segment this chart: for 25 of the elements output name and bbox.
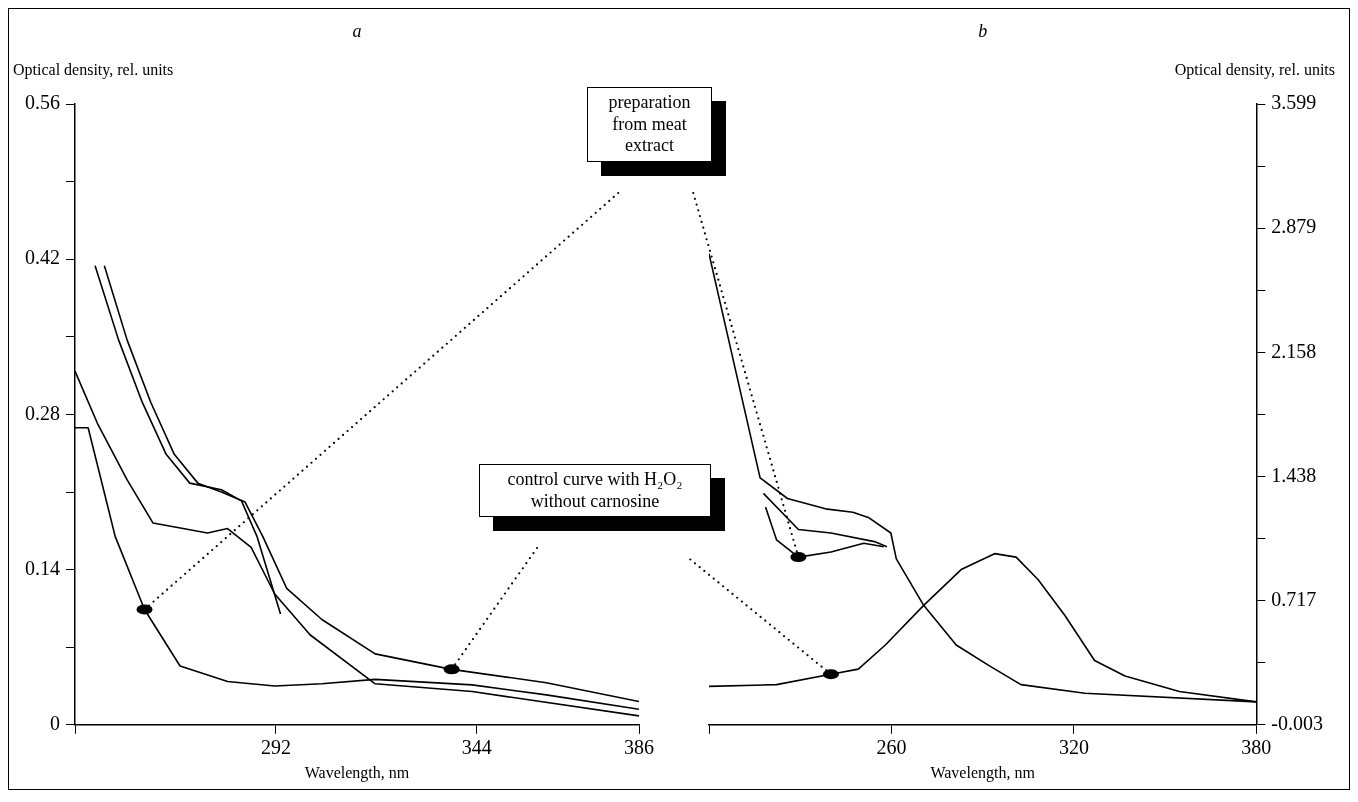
x-tick-label: 344 bbox=[461, 736, 492, 759]
y-tick-label: 0 bbox=[50, 712, 60, 735]
y-tick-label: 0.14 bbox=[25, 556, 60, 579]
y2-tick-label: -0.003 bbox=[1271, 712, 1324, 735]
x-tick-label: 260 bbox=[876, 736, 907, 759]
y-axis-title: Optical density, rel. units bbox=[13, 61, 174, 79]
chart-title: a bbox=[352, 21, 362, 41]
x-tick-label: 320 bbox=[1058, 736, 1089, 759]
chart-title: b bbox=[978, 21, 988, 41]
x-tick-label: 386 bbox=[624, 736, 654, 759]
y2-axis-title: Optical density, rel. units bbox=[1174, 61, 1335, 79]
y-tick-label: 0.56 bbox=[25, 91, 60, 114]
annotation: preparation from meat extract bbox=[587, 87, 712, 162]
y-tick-label: 0.42 bbox=[25, 246, 60, 269]
y2-tick-label: 2.158 bbox=[1271, 339, 1317, 362]
y2-tick-label: 0.717 bbox=[1271, 587, 1317, 610]
annotation: control curve with H₂O₂ without carnosine bbox=[479, 464, 711, 518]
x-axis-title: Wavelength, nm bbox=[930, 763, 1036, 782]
y-tick-label: 0.28 bbox=[25, 401, 60, 424]
y2-tick-label: 3.599 bbox=[1271, 91, 1317, 114]
x-tick-label: 380 bbox=[1241, 736, 1272, 759]
x-axis-title: Wavelength, nm bbox=[304, 763, 410, 782]
y2-tick-label: 1.438 bbox=[1271, 463, 1317, 486]
y2-tick-label: 2.879 bbox=[1271, 215, 1317, 238]
x-tick-label: 292 bbox=[260, 736, 291, 759]
